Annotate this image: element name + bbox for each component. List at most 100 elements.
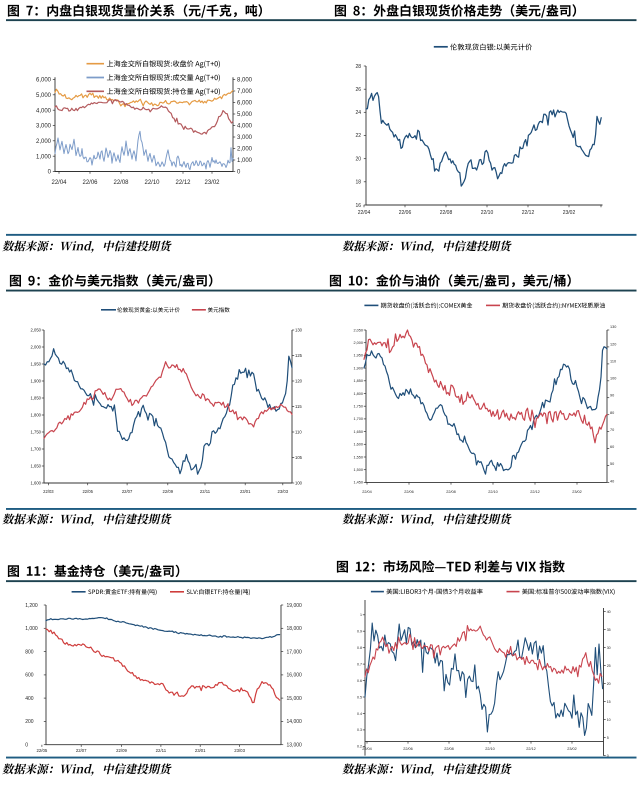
svg-text:22/06: 22/06 <box>403 747 413 751</box>
svg-text:1,650: 1,650 <box>353 430 363 434</box>
svg-text:22/11: 22/11 <box>156 748 167 753</box>
svg-text:18,000: 18,000 <box>287 626 303 632</box>
svg-text:4,000: 4,000 <box>237 124 253 130</box>
svg-text:90: 90 <box>610 394 614 398</box>
svg-text:1,800: 1,800 <box>31 413 42 418</box>
svg-text:120: 120 <box>295 379 303 384</box>
svg-text:22/05: 22/05 <box>37 748 48 753</box>
svg-text:25: 25 <box>607 664 611 668</box>
svg-text:23/01: 23/01 <box>240 489 251 494</box>
svg-text:125: 125 <box>295 353 303 358</box>
svg-text:5,000: 5,000 <box>237 112 253 118</box>
svg-text:0: 0 <box>237 170 241 176</box>
svg-text:20: 20 <box>355 156 361 162</box>
svg-text:22/04: 22/04 <box>362 747 372 751</box>
svg-text:22/10: 22/10 <box>485 747 495 751</box>
svg-text:22/07: 22/07 <box>122 489 133 494</box>
svg-text:6,000: 6,000 <box>36 78 52 84</box>
svg-text:130: 130 <box>295 328 303 333</box>
svg-text:23/01: 23/01 <box>195 748 206 753</box>
svg-text:16: 16 <box>355 203 361 209</box>
svg-text:105: 105 <box>295 455 303 460</box>
svg-text:22/08: 22/08 <box>446 490 456 494</box>
svg-text:60: 60 <box>610 445 614 449</box>
svg-text:6,000: 6,000 <box>237 101 253 107</box>
svg-text:1,950: 1,950 <box>31 362 42 367</box>
svg-text:8,000: 8,000 <box>237 78 253 84</box>
svg-text:30: 30 <box>607 646 611 650</box>
svg-text:1,200: 1,200 <box>25 603 38 609</box>
svg-text:22/04: 22/04 <box>51 180 67 186</box>
svg-text:22/09: 22/09 <box>163 489 174 494</box>
svg-text:110: 110 <box>295 430 302 435</box>
svg-text:3,000: 3,000 <box>237 135 253 141</box>
svg-text:0.4: 0.4 <box>357 712 362 716</box>
svg-text:22/12: 22/12 <box>522 210 535 216</box>
svg-text:7,000: 7,000 <box>237 89 253 95</box>
svg-text:0: 0 <box>48 170 52 176</box>
svg-text:2,000: 2,000 <box>31 345 42 350</box>
svg-text:130: 130 <box>610 325 616 329</box>
svg-text:0.6: 0.6 <box>357 679 362 683</box>
svg-text:22/05: 22/05 <box>82 489 93 494</box>
svg-text:40: 40 <box>607 610 611 614</box>
svg-text:20: 20 <box>607 682 611 686</box>
svg-text:22/08: 22/08 <box>440 210 453 216</box>
svg-text:22/09: 22/09 <box>116 748 127 753</box>
svg-text:1,600: 1,600 <box>353 443 363 447</box>
svg-text:1,850: 1,850 <box>31 396 42 401</box>
svg-text:1,700: 1,700 <box>353 417 363 421</box>
svg-text:24: 24 <box>355 110 361 116</box>
svg-text:0.2: 0.2 <box>357 745 362 749</box>
svg-text:1,500: 1,500 <box>353 468 363 472</box>
svg-text:17,000: 17,000 <box>287 649 303 655</box>
svg-text:1,700: 1,700 <box>31 447 42 452</box>
svg-text:5,000: 5,000 <box>36 93 52 99</box>
svg-text:0: 0 <box>25 743 28 749</box>
svg-text:22/04: 22/04 <box>362 490 372 494</box>
svg-text:5: 5 <box>607 736 609 740</box>
svg-text:23/03: 23/03 <box>234 748 245 753</box>
svg-text:16,000: 16,000 <box>287 673 303 679</box>
svg-text:22/10: 22/10 <box>481 210 494 216</box>
svg-text:23/03: 23/03 <box>278 489 289 494</box>
svg-text:1,750: 1,750 <box>31 430 42 435</box>
svg-text:2,050: 2,050 <box>353 328 363 332</box>
svg-text:4,000: 4,000 <box>36 108 52 114</box>
svg-text:28: 28 <box>355 64 361 70</box>
svg-text:1,950: 1,950 <box>353 354 363 358</box>
svg-text:1,600: 1,600 <box>31 481 42 486</box>
svg-text:2,000: 2,000 <box>353 341 363 345</box>
svg-text:0: 0 <box>607 754 609 758</box>
svg-text:22/08: 22/08 <box>444 747 454 751</box>
svg-text:10: 10 <box>607 718 611 722</box>
svg-text:22/03: 22/03 <box>43 489 54 494</box>
svg-text:0.8: 0.8 <box>357 646 362 650</box>
svg-text:100: 100 <box>295 481 303 486</box>
svg-text:0.7: 0.7 <box>357 662 362 666</box>
svg-text:22/11: 22/11 <box>200 489 211 494</box>
svg-text:70: 70 <box>610 428 614 432</box>
svg-text:22/12: 22/12 <box>526 747 536 751</box>
svg-text:23/02: 23/02 <box>567 747 577 751</box>
svg-text:15: 15 <box>607 700 611 704</box>
svg-text:23/02: 23/02 <box>563 210 576 216</box>
svg-text:50: 50 <box>610 462 614 466</box>
svg-text:0.9: 0.9 <box>357 630 362 634</box>
svg-text:14,000: 14,000 <box>287 719 303 725</box>
svg-text:22/10: 22/10 <box>144 180 160 186</box>
svg-text:35: 35 <box>607 628 611 632</box>
svg-text:23/02: 23/02 <box>204 180 220 186</box>
svg-text:2,000: 2,000 <box>36 139 52 145</box>
svg-text:600: 600 <box>25 673 34 679</box>
svg-text:22/12: 22/12 <box>530 490 540 494</box>
svg-text:22/06: 22/06 <box>82 180 98 186</box>
svg-text:0.3: 0.3 <box>357 728 362 732</box>
svg-text:110: 110 <box>610 359 616 363</box>
svg-text:115: 115 <box>295 404 302 409</box>
svg-text:120: 120 <box>610 342 616 346</box>
svg-text:22/12: 22/12 <box>175 180 191 186</box>
svg-text:80: 80 <box>610 411 614 415</box>
svg-text:40: 40 <box>610 479 614 483</box>
svg-text:1,900: 1,900 <box>31 379 42 384</box>
